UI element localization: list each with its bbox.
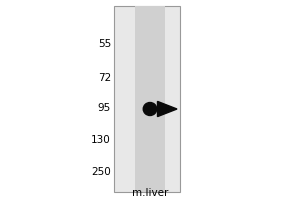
Text: m.liver: m.liver bbox=[132, 188, 168, 198]
Ellipse shape bbox=[143, 102, 157, 116]
Text: 130: 130 bbox=[91, 135, 111, 145]
Text: 72: 72 bbox=[98, 73, 111, 83]
Text: 250: 250 bbox=[91, 167, 111, 177]
Bar bbox=[114, 6, 180, 192]
Bar bbox=[135, 6, 165, 192]
Polygon shape bbox=[158, 101, 177, 117]
Text: 95: 95 bbox=[98, 103, 111, 113]
Text: 55: 55 bbox=[98, 39, 111, 49]
